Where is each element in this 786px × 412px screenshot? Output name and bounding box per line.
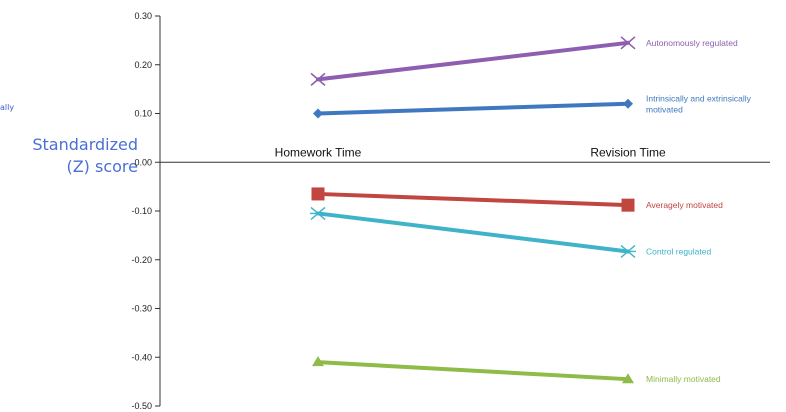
y-axis-label-line-1: Standardized [32,135,138,154]
series-line [316,211,630,254]
x-category-label: Homework Time [275,145,362,159]
series-line [316,360,630,382]
y-tick-label: -0.40 [131,352,152,362]
y-tick-label: 0.30 [134,11,152,21]
series-label: Intrinsically and extrinsically [646,93,752,103]
series-line [316,191,630,208]
series-line [316,101,630,116]
y-tick-label: -0.30 [131,304,152,314]
data-point [622,373,634,384]
y-tick-label: -0.50 [131,401,152,411]
data-point [620,36,636,50]
series-label: Averagely motivated [646,200,723,210]
data-point [311,187,325,201]
series-line [316,40,630,82]
y-axis-label: Standardized (Z) score [18,134,138,178]
x-category-label: Revision Time [590,145,666,159]
series-label: Minimally motivated [646,374,721,384]
left-cropped-text: ally [0,103,15,112]
y-axis-label-line-2: (Z) score [66,157,138,176]
series-label: motivated [646,104,683,114]
y-tick-label: 0.00 [134,157,152,167]
y-tick-label: 0.20 [134,60,152,70]
data-point [312,356,324,367]
data-point [621,198,635,212]
y-tick-label: -0.10 [131,206,152,216]
y-tick-label: -0.20 [131,255,152,265]
y-tick-label: 0.10 [134,109,152,119]
data-point [313,108,323,119]
series-label: Autonomously regulated [646,38,738,48]
data-point [623,98,633,109]
data-point [310,72,326,86]
series-label: Control regulated [646,246,711,256]
